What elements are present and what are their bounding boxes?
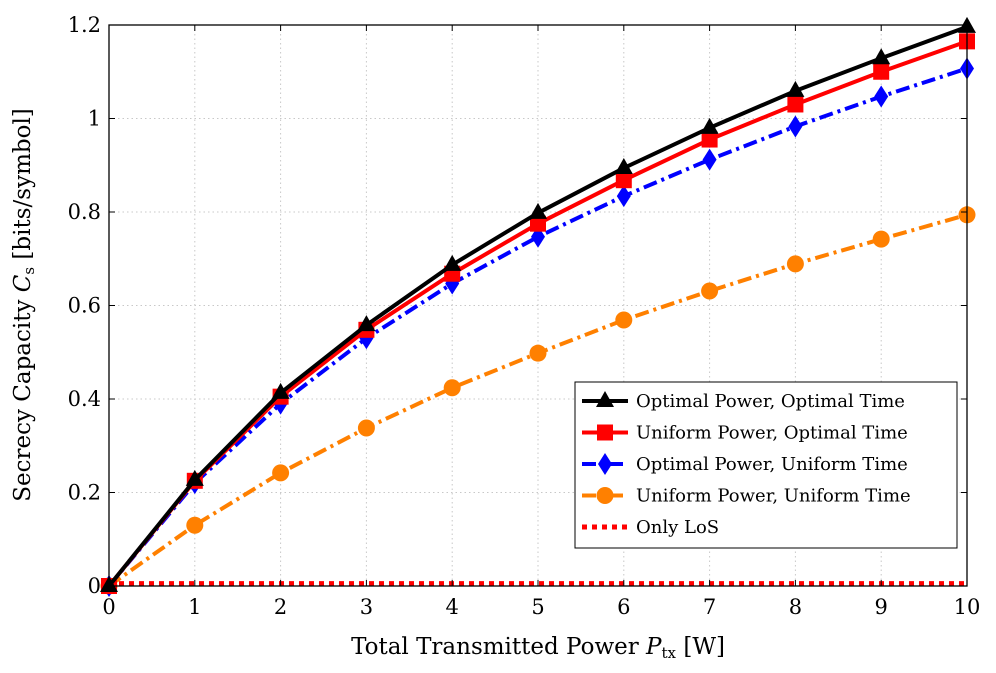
circle-marker	[443, 379, 461, 397]
legend-label: Only LoS	[636, 517, 719, 538]
legend-label: Uniform Power, Optimal Time	[636, 423, 908, 444]
circle-marker	[872, 230, 890, 248]
ticks: 0 1 2 3 4 5 6 7 8 9 10 0 0.2 0.4 0.6 0.8 1 1.2	[68, 13, 981, 619]
y-tick-label: 0.4	[68, 387, 101, 411]
y-tick-label: 0.2	[68, 481, 101, 505]
legend-entry: Uniform Power, Optimal Time	[582, 423, 908, 444]
y-axis-label: Secrecy Capacity Cs [bits/symbol]	[10, 108, 38, 502]
x-tick-label: 7	[703, 595, 716, 619]
circle-marker	[529, 344, 547, 362]
y-tick-label: 0.8	[68, 200, 101, 224]
series-layer	[100, 16, 976, 597]
legend-label: Optimal Power, Optimal Time	[636, 391, 905, 412]
series-uniform-power-uniform-time	[100, 206, 976, 595]
legend-entry: Optimal Power, Uniform Time	[582, 453, 908, 475]
x-tick-label: 3	[360, 595, 373, 619]
series-optimal-power-optimal-time	[100, 16, 976, 592]
square-marker	[530, 215, 546, 232]
circle-marker	[357, 419, 375, 437]
diamond-marker	[874, 85, 889, 108]
triangle-marker	[185, 469, 204, 486]
x-axis-label: Total Transmitted Power Ptx [W]	[351, 634, 725, 662]
x-tick-label: 2	[274, 595, 287, 619]
series-line	[107, 66, 968, 588]
circle-marker	[701, 282, 719, 300]
x-tick-label: 1	[188, 595, 201, 619]
x-tick-label: 6	[617, 595, 630, 619]
triangle-marker	[271, 382, 290, 399]
y-tick-label: 0	[88, 574, 101, 598]
legend-entry: Uniform Power, Uniform Time	[582, 486, 911, 507]
y-tick-label: 0.6	[68, 294, 101, 318]
legend-label: Optimal Power, Uniform Time	[636, 454, 908, 475]
triangle-marker	[596, 391, 614, 407]
diamond-marker	[788, 115, 803, 138]
square-marker	[615, 172, 632, 189]
circle-marker	[615, 311, 633, 329]
x-tick-label: 8	[789, 595, 802, 619]
legend: Optimal Power, Optimal Time Uniform Power…	[574, 381, 958, 549]
square-marker	[597, 424, 613, 441]
square-marker	[873, 63, 890, 80]
circle-marker	[786, 255, 804, 273]
circle-marker	[596, 487, 614, 504]
diamond-marker	[702, 148, 717, 171]
triangle-marker	[357, 315, 376, 332]
legend-entry: Only LoS	[582, 517, 719, 538]
y-tick-label: 1	[88, 107, 101, 131]
x-tick-label: 5	[531, 595, 544, 619]
triangle-marker	[443, 254, 462, 271]
square-marker	[787, 96, 804, 113]
legend-label: Uniform Power, Uniform Time	[636, 486, 911, 507]
triangle-marker	[529, 202, 547, 219]
legend-entry: Optimal Power, Optimal Time	[582, 391, 905, 412]
x-tick-label: 10	[954, 595, 981, 619]
x-tick-label: 9	[875, 595, 888, 619]
square-marker	[701, 131, 718, 148]
triangle-marker	[786, 80, 805, 97]
triangle-marker	[872, 48, 891, 65]
y-tick-label: 1.2	[68, 13, 101, 37]
x-tick-label: 4	[446, 595, 459, 619]
circle-marker	[272, 464, 290, 482]
triangle-marker	[614, 158, 633, 175]
diamond-marker	[598, 453, 612, 475]
triangle-marker	[700, 117, 719, 134]
circle-marker	[186, 516, 204, 534]
x-tick-label: 0	[102, 595, 115, 619]
diamond-marker	[616, 185, 631, 208]
